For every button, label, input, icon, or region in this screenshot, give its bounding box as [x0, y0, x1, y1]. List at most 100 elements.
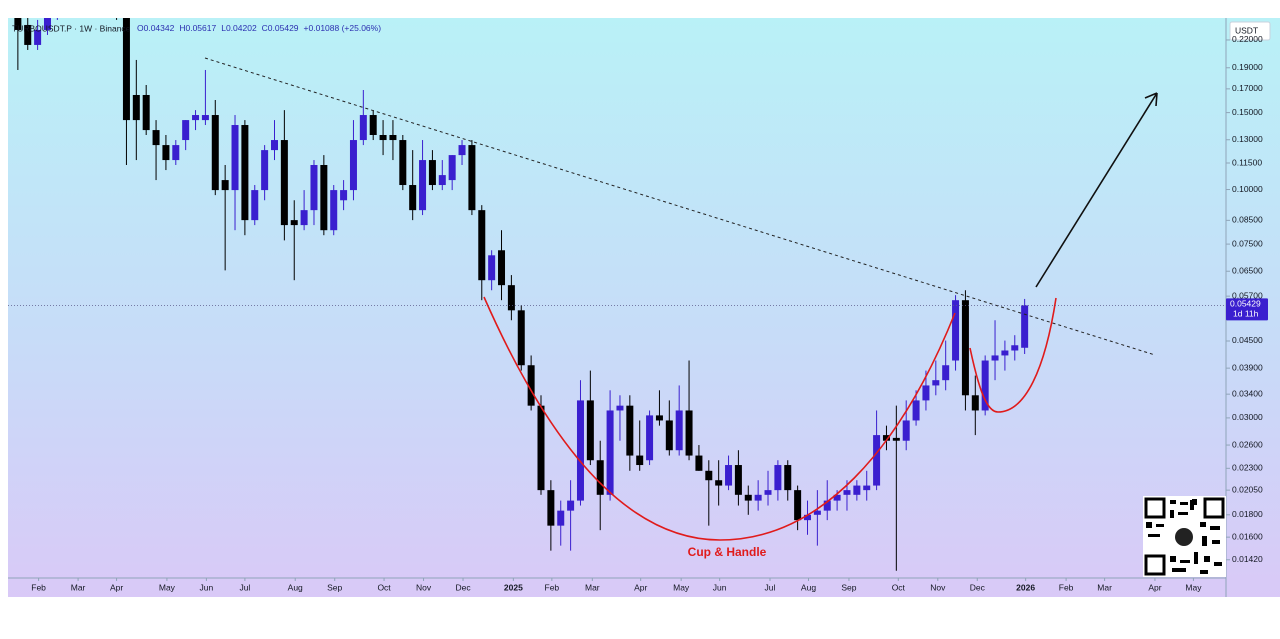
candle-body	[586, 400, 594, 461]
x-tick-label: Jul	[765, 582, 776, 592]
candle-body	[231, 125, 239, 191]
candle-body	[182, 120, 190, 141]
candle-body	[774, 465, 782, 491]
candle-body	[192, 115, 200, 121]
y-tick-label: 0.01600	[1232, 531, 1263, 541]
y-tick-label: 0.17000	[1232, 83, 1263, 93]
candle-body	[715, 480, 723, 486]
y-tick-label: 0.15000	[1232, 107, 1263, 117]
last-price-label: 0.05429	[1230, 299, 1261, 309]
candle-body	[902, 420, 910, 441]
candle-body	[1001, 350, 1009, 356]
trend-line	[204, 57, 1156, 356]
ohlc-value: L0.04202	[221, 23, 257, 33]
candle-body	[971, 395, 979, 411]
candle-body	[330, 190, 338, 231]
candle-body	[961, 300, 969, 396]
x-tick-label: Nov	[930, 582, 946, 592]
ohlc-value: O0.04342	[137, 23, 175, 33]
candle-body	[270, 140, 278, 151]
candle-body	[300, 210, 308, 226]
candle-body	[932, 380, 940, 386]
y-tick-label: 0.19000	[1232, 62, 1263, 72]
candle-body	[369, 115, 377, 135]
candle-body	[863, 485, 871, 491]
handle-curve	[969, 297, 1057, 413]
qr-logo	[1175, 528, 1193, 546]
x-tick-label: May	[673, 582, 690, 592]
y-tick-label: 0.02050	[1232, 484, 1263, 494]
y-tick-label: 0.13000	[1232, 134, 1263, 144]
candle-body	[547, 490, 555, 526]
ohlc-value: +0.01088 (+25.06%)	[304, 23, 382, 33]
y-tick-label: 0.03900	[1232, 362, 1263, 372]
candle-body	[261, 150, 269, 191]
candle-body	[557, 510, 565, 526]
candle-body	[833, 494, 841, 501]
candle-body	[576, 400, 584, 501]
drawings	[204, 57, 1158, 541]
x-tick-label: May	[159, 582, 176, 592]
candle-body	[952, 300, 960, 361]
candle-body	[43, 18, 51, 30]
y-tick-label: 0.02300	[1232, 463, 1263, 473]
qr-finder	[1144, 497, 1166, 519]
breakout-arrow	[1035, 92, 1158, 288]
candle-body	[251, 190, 259, 221]
ohlc-readout: O0.04342 H0.05617 L0.04202 C0.05429 +0.01088…	[137, 23, 381, 33]
y-tick-label: 0.01420	[1232, 554, 1263, 564]
candle-body	[685, 410, 693, 456]
candle-body	[527, 365, 535, 406]
y-tick-label: 0.06500	[1232, 265, 1263, 275]
candle-body	[428, 160, 436, 186]
x-tick-label: Jul	[239, 582, 250, 592]
candle-body	[567, 500, 575, 511]
candle-body	[734, 465, 742, 495]
candle-body	[132, 94, 140, 121]
candle-body	[290, 220, 298, 226]
candle-body	[646, 415, 654, 461]
candle-body	[803, 514, 811, 521]
candle-body	[725, 465, 733, 486]
candle-body	[458, 145, 466, 156]
candle-body	[152, 130, 160, 146]
x-tick-label: Feb	[1059, 582, 1074, 592]
ohlc-value: C0.05429	[262, 23, 299, 33]
x-tick-label: Aug	[288, 582, 303, 592]
candle-body	[942, 365, 950, 381]
countdown-label: 1d 11h	[1233, 309, 1259, 319]
candle-body	[1011, 345, 1019, 351]
x-tick-label: Apr	[634, 582, 647, 592]
x-tick-label: Feb	[31, 582, 46, 592]
candle-body	[596, 460, 604, 495]
candle-body	[349, 140, 357, 191]
y-tick-label: 0.10000	[1232, 184, 1263, 194]
x-tick-label: Oct	[377, 582, 391, 592]
candle-body	[389, 134, 397, 141]
candle-body	[280, 140, 288, 226]
candle-body	[409, 185, 417, 211]
candle-body	[122, 18, 130, 121]
symbol-title: TURBOUSDT.P · 1W · Binance	[12, 23, 131, 33]
x-tick-label: 2026	[1016, 582, 1035, 592]
candle-body	[14, 18, 22, 30]
candle-body	[320, 165, 328, 231]
candle-body	[912, 400, 920, 421]
candle-body	[34, 29, 42, 45]
y-tick-label: 0.04500	[1232, 335, 1263, 345]
candle-body	[705, 470, 713, 481]
x-tick-label: Mar	[71, 582, 86, 592]
qr-finder	[1203, 497, 1225, 519]
candle-body	[221, 180, 229, 191]
candle-body	[359, 115, 367, 141]
candle-body	[823, 500, 831, 511]
candle-body	[991, 355, 999, 361]
candle-body	[468, 145, 476, 211]
y-tick-label: 0.05700	[1232, 290, 1263, 300]
candle-body	[794, 490, 802, 521]
candle-body	[853, 485, 861, 495]
candle-body	[241, 125, 249, 221]
x-tick-label: Aug	[801, 582, 816, 592]
candle-body	[744, 494, 752, 501]
